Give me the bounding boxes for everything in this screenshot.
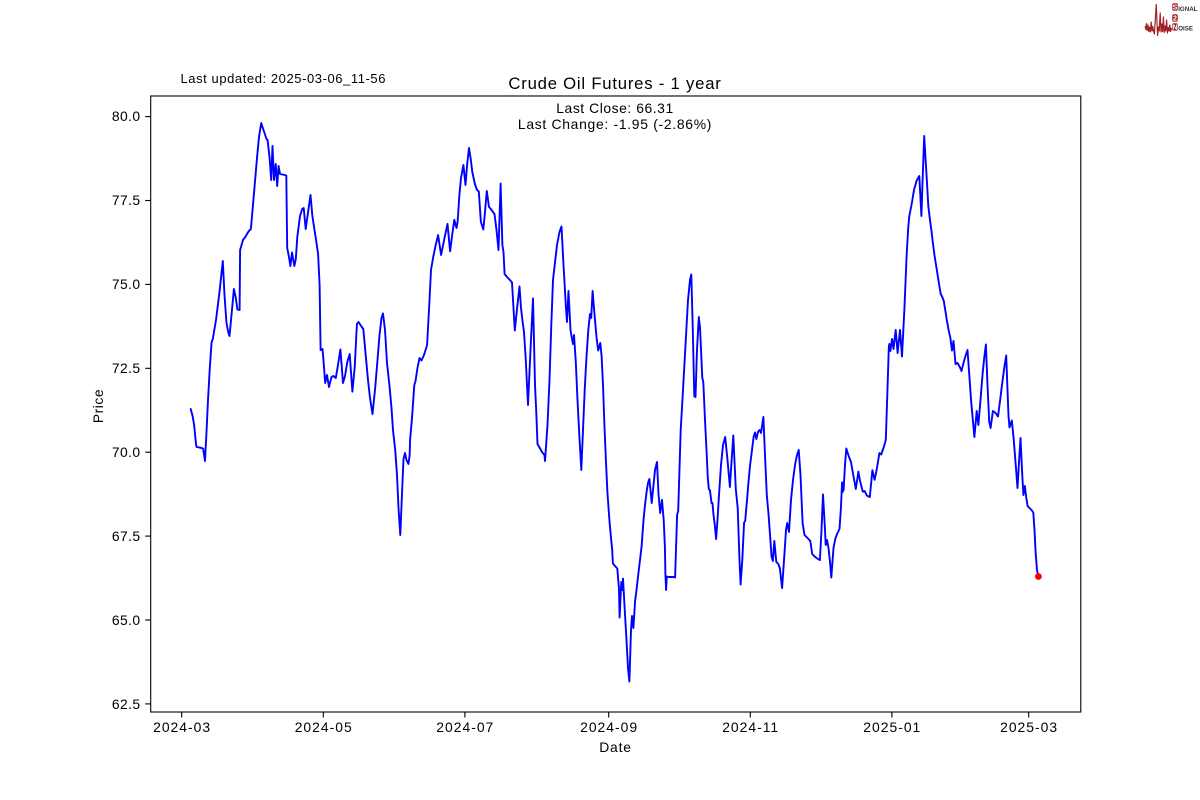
svg-text:IGNAL: IGNAL <box>1178 6 1197 13</box>
svg-text:OISE: OISE <box>1178 25 1193 32</box>
svg-text:2: 2 <box>1173 15 1177 22</box>
svg-text:S: S <box>1173 4 1178 11</box>
svg-text:N: N <box>1172 24 1177 31</box>
